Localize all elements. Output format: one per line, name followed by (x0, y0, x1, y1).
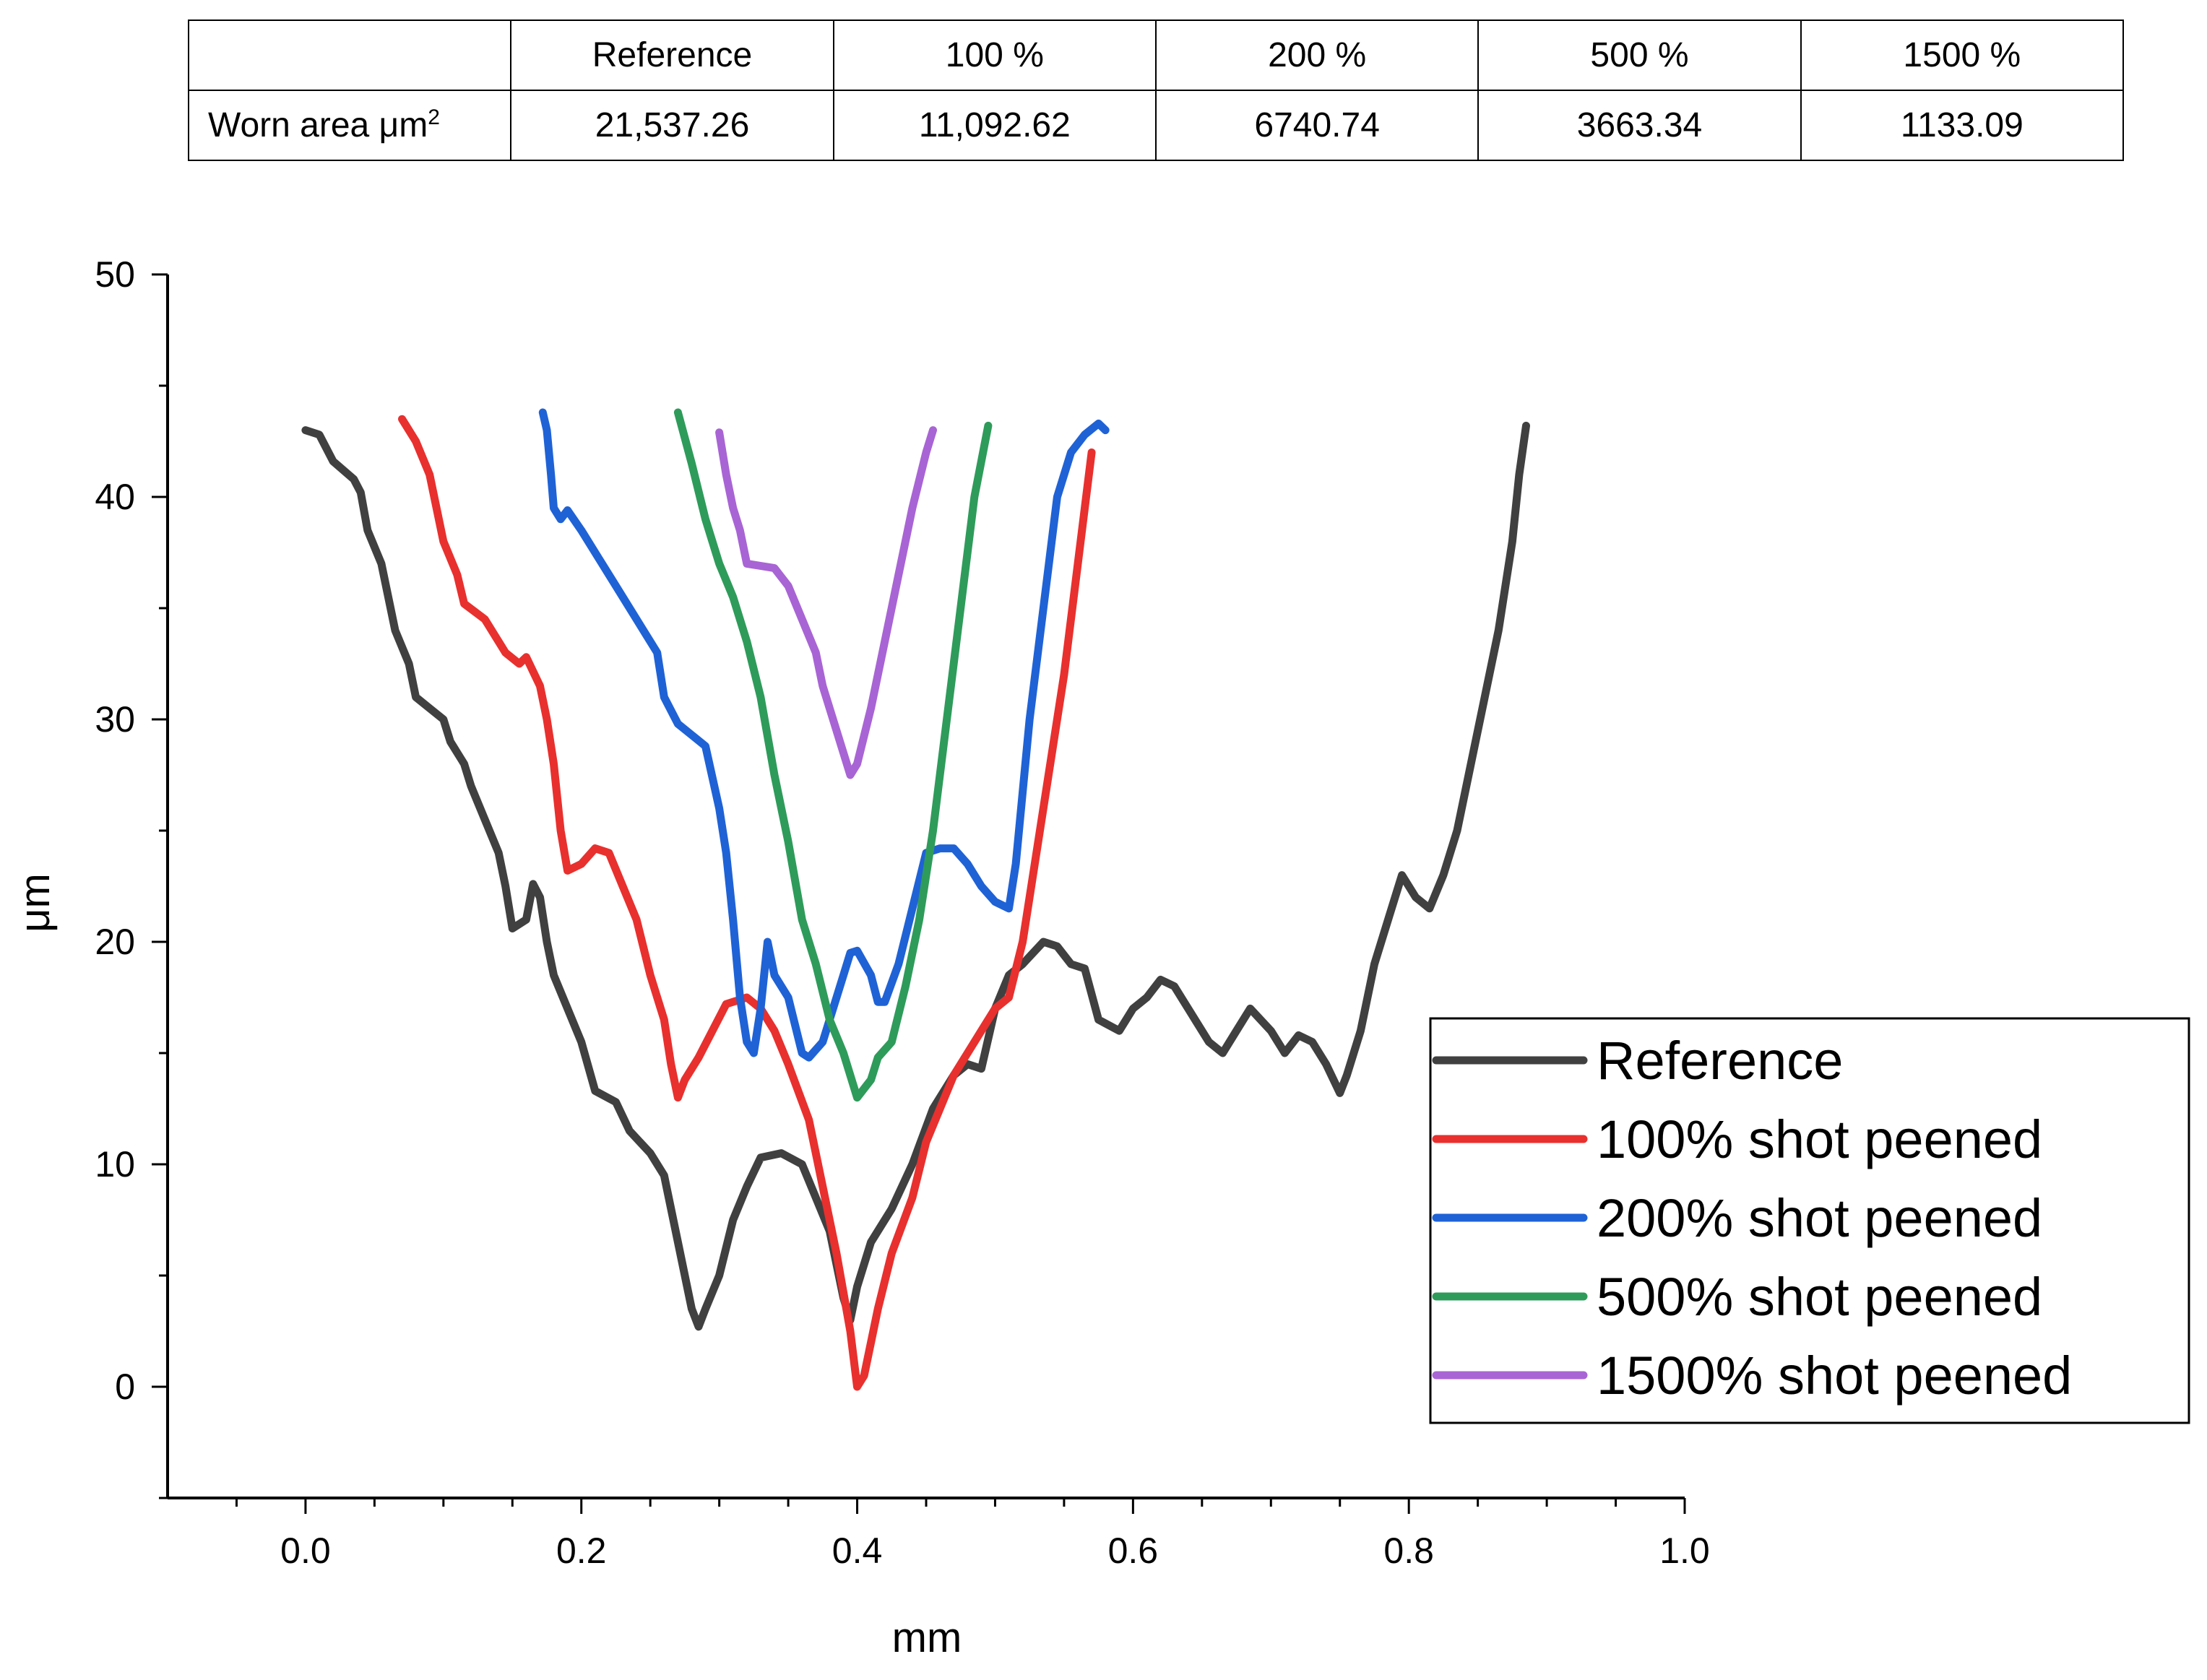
legend-label: 1500% shot peened (1597, 1346, 2072, 1406)
table-header-cell: 1500 % (1800, 20, 2125, 91)
series-line-5 (715, 426, 937, 779)
table-header-cell (187, 20, 512, 91)
axes: 0.0 0.2 0.4 0.6 0.8 1.0 0 10 20 30 40 50 (95, 254, 1709, 1571)
worn-area-table: Reference 100 % 200 % 500 % 1500 % Worn … (187, 20, 2125, 161)
table-cell: 6740.74 (1154, 90, 1480, 161)
series-lines (301, 408, 1530, 1391)
table-cell: 3663.34 (1477, 90, 1802, 161)
legend-label: Reference (1597, 1031, 1843, 1091)
table-cell: 11,092.62 (832, 90, 1157, 161)
x-tick-label: 0.4 (832, 1530, 883, 1571)
y-tick-label: 30 (95, 699, 135, 740)
table-header-cell: 200 % (1154, 20, 1480, 91)
x-tick-label: 0.6 (1108, 1530, 1159, 1571)
table-header-cell: Reference (510, 20, 834, 91)
y-tick-label: 20 (95, 922, 135, 962)
row-label-superscript: 2 (428, 105, 440, 129)
y-tick-label: 0 (115, 1367, 135, 1407)
table-header-cell: 500 % (1477, 20, 1802, 91)
table-header-cell: 100 % (832, 20, 1157, 91)
x-tick-label: 0.8 (1383, 1530, 1434, 1571)
series-line-2 (398, 415, 1096, 1391)
legend-label: 500% shot peened (1597, 1267, 2042, 1327)
table-cell: 1133.09 (1800, 90, 2125, 161)
x-tick-label: 0.2 (556, 1530, 607, 1571)
legend-label: 200% shot peened (1597, 1188, 2042, 1248)
y-axis-title: μm (12, 873, 59, 932)
x-tick-label: 1.0 (1659, 1530, 1710, 1571)
y-tick-label: 10 (95, 1144, 135, 1185)
series-line-3 (538, 408, 1110, 1062)
y-tick-label: 40 (95, 477, 135, 517)
table-cell: 21,537.26 (510, 90, 834, 161)
series-line-1 (301, 421, 1530, 1331)
y-tick-label: 50 (95, 254, 135, 295)
legend: Reference 100% shot peened 200% shot peene… (1429, 1017, 2190, 1424)
x-tick-label: 0.0 (280, 1530, 331, 1571)
table-header-row: Reference 100 % 200 % 500 % 1500 % (187, 20, 2125, 91)
series-line-4 (673, 408, 993, 1102)
table-row: Worn area μm2 21,537.26 11,092.62 6740.7… (187, 90, 2125, 161)
row-label-text: Worn area μm (208, 106, 428, 144)
x-axis-title: mm (892, 1614, 962, 1661)
legend-label: 100% shot peened (1597, 1109, 2042, 1169)
table-row-label: Worn area μm2 (187, 90, 512, 161)
